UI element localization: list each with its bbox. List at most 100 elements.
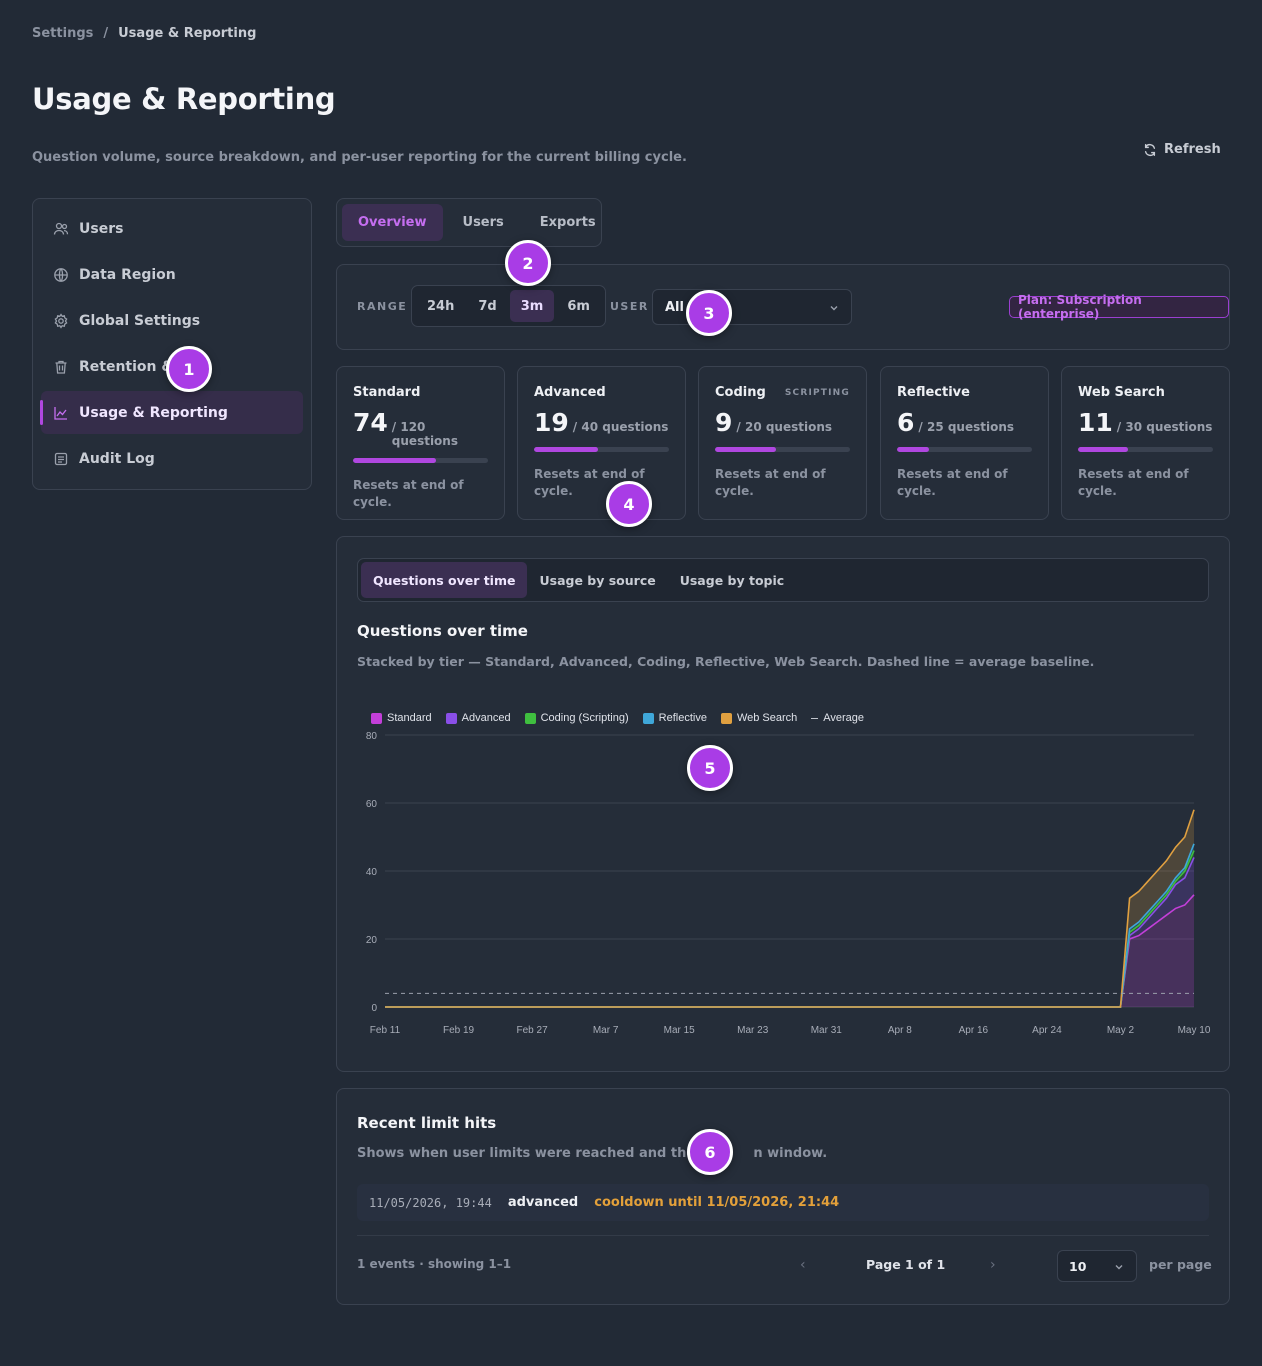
sidebar-item-users[interactable]: Users (41, 207, 303, 250)
x-tick-label: Mar 23 (737, 1025, 769, 1036)
user-select-value: All (665, 299, 684, 315)
usage-progress-fill (534, 447, 599, 452)
sidebar-item-label: Retention & (79, 358, 174, 375)
log-icon (54, 452, 68, 465)
card-limit: / 40 questions (572, 420, 669, 434)
x-tick-label: Mar 7 (593, 1025, 619, 1036)
area-advanced (385, 857, 1194, 1007)
step-marker: 3 (686, 290, 732, 336)
tab-questions-over-time[interactable]: Questions over time (361, 562, 528, 598)
legend-label: Coding (Scripting) (540, 712, 629, 724)
card-title-row: Coding SCRIPTING (715, 385, 850, 400)
legend-label: Standard (387, 712, 432, 724)
chart-icon (54, 406, 67, 420)
tab-users[interactable]: Users (462, 215, 504, 230)
sidebar-item-data-region[interactable]: Data Region (41, 253, 303, 296)
step-marker: 5 (687, 745, 733, 791)
previous-page-button[interactable]: ‹ (800, 1257, 806, 1273)
range-7d-button[interactable]: 7d (478, 298, 497, 314)
legend-item[interactable]: Average (811, 712, 864, 724)
card-count: 11/ 30 questions (1078, 408, 1213, 437)
card-title-row: Web Search (1078, 385, 1213, 400)
card-count: 74/ 120 questions (353, 408, 488, 448)
card-note: Resets at end of cycle. (897, 467, 1008, 498)
range-3m-button[interactable]: 3m (509, 290, 555, 322)
usage-progress-fill (897, 447, 930, 452)
trash-icon (55, 360, 67, 374)
legend-swatch (524, 712, 536, 724)
per-page-select[interactable]: 10 (1057, 1250, 1137, 1282)
card-title: Reflective (897, 385, 970, 400)
hits-subtitle: Shows when user limits were reached and … (357, 1146, 827, 1161)
hits-title: Recent limit hits (357, 1114, 497, 1132)
sidebar-item-global-settings[interactable]: Global Settings (41, 299, 303, 342)
legend-item[interactable]: Web Search (720, 712, 797, 724)
chevron-down-icon (830, 306, 838, 311)
sidebar-item-audit-log[interactable]: Audit Log (41, 437, 303, 480)
tab-usage-by-source[interactable]: Usage by source (539, 572, 656, 588)
card-used: 9 (715, 408, 733, 437)
card-title: Advanced (534, 385, 606, 400)
refresh-icon (1144, 143, 1156, 156)
legend-item[interactable]: Coding (Scripting) (524, 712, 629, 724)
card-count: 9/ 20 questions (715, 408, 850, 437)
y-tick-label: 40 (366, 867, 378, 878)
globe-icon (54, 267, 68, 282)
legend-label: Reflective (658, 712, 707, 724)
range-6m-button[interactable]: 6m (567, 298, 590, 314)
questions-over-time-chart: 0 20 40 60 80 Feb 11 Feb 19 Feb 27 Mar 7 Mar 15 Ma… (366, 731, 1211, 1036)
sidebar-item-usage-reporting[interactable]: Usage & Reporting (40, 391, 303, 434)
usage-progress-fill (1078, 447, 1128, 452)
card-note: Resets at end of cycle. (1078, 467, 1189, 498)
breadcrumb-settings-link[interactable]: Settings (32, 26, 94, 41)
tab-overview[interactable]: Overview (342, 204, 443, 241)
legend-label: Average (823, 712, 865, 724)
legend-swatch (642, 712, 654, 724)
page-indicator: Page 1 of 1 (866, 1257, 946, 1272)
gear-icon (54, 312, 68, 329)
card-title-row: Standard (353, 385, 488, 400)
range-24h-button[interactable]: 24h (427, 298, 455, 314)
chart-title: Questions over time (357, 622, 528, 640)
per-page-value: 10 (1069, 1258, 1087, 1274)
chart-legend: Standard Advanced Coding (Scripting) Ref… (371, 712, 864, 724)
hit-timestamp: 11/05/2026, 19:44 (369, 1195, 492, 1210)
refresh-button[interactable]: Refresh (1143, 142, 1221, 157)
hit-tier: advanced (507, 1195, 579, 1210)
refresh-label: Refresh (1164, 142, 1221, 157)
area-web-search (385, 809, 1194, 1007)
card-note: Resets at end of cycle. (534, 467, 645, 498)
hit-cooldown: cooldown until 11/05/2026, 21:44 (594, 1195, 840, 1210)
x-tick-label: Apr 24 (1032, 1025, 1062, 1036)
range-label: RANGE (357, 300, 408, 313)
legend-item[interactable]: Advanced (445, 712, 511, 724)
area-reflective (385, 843, 1194, 1007)
card-used: 19 (534, 408, 569, 437)
sidebar-item-label: Users (79, 220, 124, 237)
settings-sidebar: Users Data Region Global Settings Retent… (32, 198, 312, 490)
usage-card-coding: Coding SCRIPTING 9/ 20 questions Resets a… (698, 366, 867, 520)
legend-item[interactable]: Standard (371, 712, 432, 724)
chart-subtitle: Stacked by tier — Standard, Advanced, Co… (357, 654, 1095, 669)
usage-card-advanced: Advanced 19/ 40 questions Resets at end … (517, 366, 686, 520)
usage-progress-bar (353, 458, 488, 463)
legend-dash (811, 717, 819, 719)
series-line-advanced (385, 857, 1195, 1008)
legend-item[interactable]: Reflective (642, 712, 707, 724)
card-tag: SCRIPTING (784, 387, 850, 398)
next-page-button[interactable]: › (990, 1257, 996, 1273)
x-tick-label: Mar 15 (664, 1025, 696, 1036)
table-row[interactable]: 11/05/2026, 19:44 advanced cooldown unti… (357, 1184, 1209, 1221)
usage-progress-fill (353, 458, 437, 463)
legend-swatch (720, 712, 732, 724)
user-select[interactable]: All (652, 289, 852, 325)
card-title: Standard (353, 385, 421, 400)
tab-exports[interactable]: Exports (539, 215, 596, 230)
page-subtitle: Question volume, source breakdown, and p… (32, 150, 687, 165)
breadcrumb-separator: / (103, 26, 109, 41)
area-standard (385, 894, 1194, 1007)
tab-usage-by-topic[interactable]: Usage by topic (679, 572, 785, 588)
sidebar-item-retention[interactable]: Retention & (41, 345, 303, 388)
card-used: 11 (1078, 408, 1113, 437)
users-icon (53, 222, 69, 235)
